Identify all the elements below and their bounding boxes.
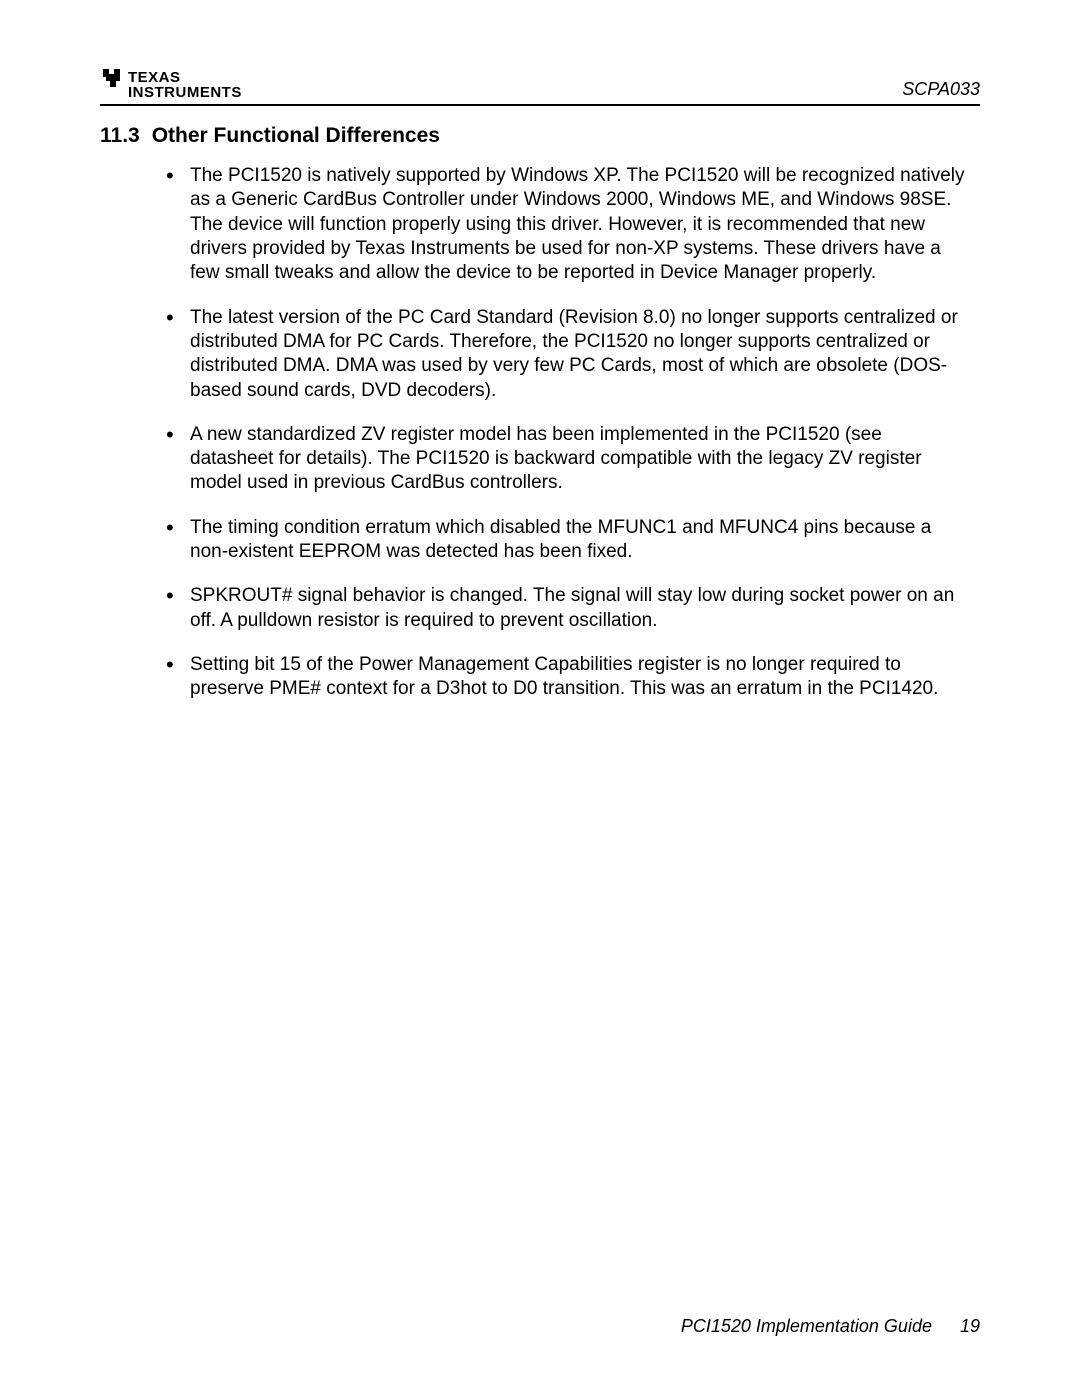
- page-footer: PCI1520 Implementation Guide 19: [681, 1316, 980, 1337]
- section-title: Other Functional Differences: [152, 124, 440, 147]
- logo-mark-icon: [100, 67, 124, 92]
- page-number: 19: [960, 1316, 980, 1336]
- list-item: The latest version of the PC Card Standa…: [190, 306, 980, 403]
- list-item: The timing condition erratum which disab…: [190, 516, 980, 565]
- logo-texas: TEXAS: [128, 70, 242, 85]
- list-item: SPKROUT# signal behavior is changed. The…: [190, 584, 980, 633]
- section-heading: 11.3 Other Functional Differences: [100, 124, 980, 148]
- list-item: A new standardized ZV register model has…: [190, 423, 980, 496]
- page-header: TEXAS INSTRUMENTS SCPA033: [100, 70, 980, 106]
- document-page: TEXAS INSTRUMENTS SCPA033 11.3 Other Func…: [0, 0, 1080, 1397]
- list-item: The PCI1520 is natively supported by Win…: [190, 164, 980, 286]
- ti-logo: TEXAS INSTRUMENTS: [100, 70, 242, 100]
- logo-text: TEXAS INSTRUMENTS: [128, 70, 242, 100]
- section-number: 11.3: [100, 124, 140, 147]
- list-item: Setting bit 15 of the Power Management C…: [190, 653, 980, 702]
- document-code: SCPA033: [902, 79, 980, 100]
- bullet-list: The PCI1520 is natively supported by Win…: [100, 164, 980, 702]
- footer-title: PCI1520 Implementation Guide: [681, 1316, 932, 1336]
- logo-instruments: INSTRUMENTS: [128, 85, 242, 100]
